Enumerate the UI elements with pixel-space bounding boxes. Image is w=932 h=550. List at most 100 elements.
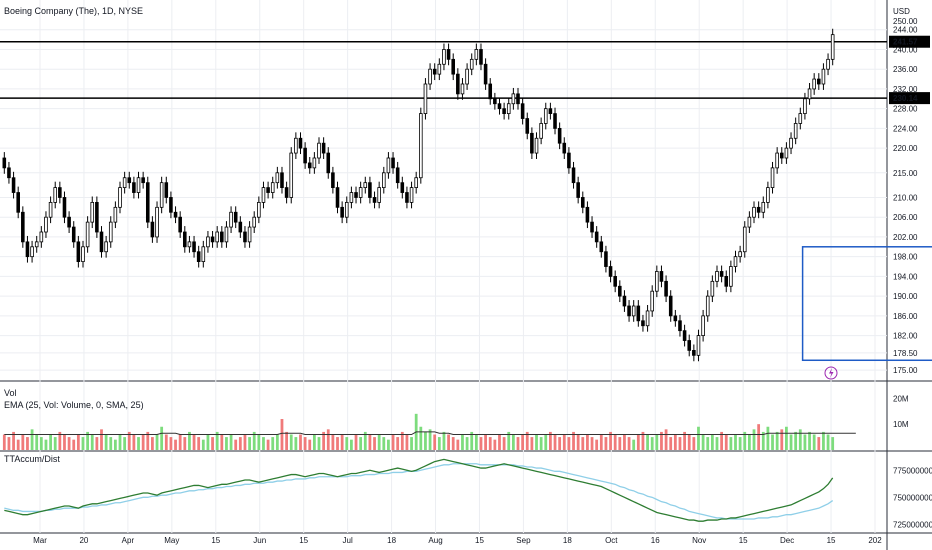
candle[interactable] [696,329,701,362]
volume-bar[interactable] [488,437,492,450]
candle[interactable] [289,147,294,204]
candle[interactable] [525,112,530,140]
currency-label[interactable]: USD [893,7,910,16]
volume-bar[interactable] [72,439,76,450]
candle[interactable] [729,260,733,293]
candle[interactable] [141,171,145,189]
volume-bar[interactable] [238,437,242,450]
volume-bar[interactable] [368,434,372,451]
volume-bar[interactable] [188,431,191,450]
volume-bar[interactable] [613,434,617,451]
volume-bar[interactable] [90,434,94,451]
volume-bar[interactable] [623,434,626,451]
volume-bar[interactable] [35,434,39,451]
volume-bar[interactable] [132,434,136,451]
volume-bar[interactable] [456,439,460,450]
volume-bar[interactable] [391,434,395,451]
candle[interactable] [807,83,812,105]
volume-bar[interactable] [252,431,256,450]
candle[interactable] [192,235,196,258]
candle[interactable] [437,58,442,81]
volume-bar[interactable] [484,434,487,451]
candle[interactable] [636,300,641,327]
candle[interactable] [243,226,247,248]
volume-bar[interactable] [650,437,654,450]
candle[interactable] [821,63,826,90]
candle[interactable] [414,171,418,194]
volume-bar[interactable] [257,434,261,451]
volume-bar[interactable] [424,431,427,450]
volume-bar[interactable] [636,434,640,451]
candle[interactable] [164,176,169,204]
volume-bar[interactable] [761,431,765,450]
candle[interactable] [534,132,539,159]
volume-bar[interactable] [377,434,381,451]
volume-bar[interactable] [30,429,34,450]
volume-bar[interactable] [113,439,117,450]
candle[interactable] [210,231,215,248]
price-panel[interactable] [0,28,932,362]
volume-bar[interactable] [127,431,131,450]
volume-bar[interactable] [63,434,66,451]
volume-bar[interactable] [220,434,224,451]
volume-bar[interactable] [530,437,534,450]
candle[interactable] [715,265,719,288]
candle[interactable] [187,235,192,253]
candle[interactable] [229,206,233,233]
candle[interactable] [25,235,30,263]
candle[interactable] [132,176,136,199]
candle[interactable] [798,107,803,130]
candle[interactable] [516,87,520,110]
candle[interactable] [673,309,678,327]
volume-bar[interactable] [382,437,386,450]
highlight-box[interactable] [801,246,932,362]
candle[interactable] [659,265,664,288]
candle[interactable] [733,250,738,273]
volume-bar[interactable] [549,431,552,450]
candle[interactable] [183,226,187,253]
candle[interactable] [668,290,673,322]
volume-bar[interactable] [7,437,11,450]
volume-bar[interactable] [609,431,612,450]
candle[interactable] [266,181,270,199]
candle[interactable] [284,181,289,204]
volume-bar[interactable] [354,434,358,451]
volume-bar[interactable] [673,434,677,451]
volume-bar[interactable] [632,439,636,450]
volume-bar[interactable] [715,437,719,450]
candle[interactable] [372,191,377,209]
candle[interactable] [104,235,108,258]
candle[interactable] [571,161,576,189]
candle[interactable] [710,275,715,303]
volume-bar[interactable] [465,437,469,450]
candle[interactable] [247,221,252,248]
candle[interactable] [303,142,307,169]
candle[interactable] [99,226,104,258]
volume-bar[interactable] [340,434,344,451]
replay-bolt-icon[interactable] [824,366,838,380]
candle[interactable] [145,176,150,229]
candle[interactable] [775,147,779,174]
volume-bar[interactable] [49,434,52,451]
volume-bar[interactable] [817,437,821,450]
volume-bar[interactable] [521,434,525,451]
candle[interactable] [539,117,543,145]
candle[interactable] [44,211,48,238]
volume-bar[interactable] [683,431,686,450]
candle[interactable] [358,181,363,204]
candle[interactable] [613,270,617,293]
candle[interactable] [488,78,493,105]
candle[interactable] [719,265,724,283]
candle[interactable] [53,181,58,209]
volume-bar[interactable] [618,437,622,450]
volume-bar[interactable] [706,437,710,450]
candle[interactable] [756,201,761,219]
volume-bar[interactable] [433,434,437,451]
time-axis[interactable]: Mar 20 Apr May 15 Jun 15 Jul 18 Aug 15 Sep 18 Oct 16 No… [33,536,882,545]
volume-bar[interactable] [553,434,557,451]
candle[interactable] [11,171,16,199]
candle[interactable] [155,201,159,243]
candle[interactable] [451,53,455,81]
volume-bar[interactable] [831,437,835,450]
candle[interactable] [793,117,798,145]
